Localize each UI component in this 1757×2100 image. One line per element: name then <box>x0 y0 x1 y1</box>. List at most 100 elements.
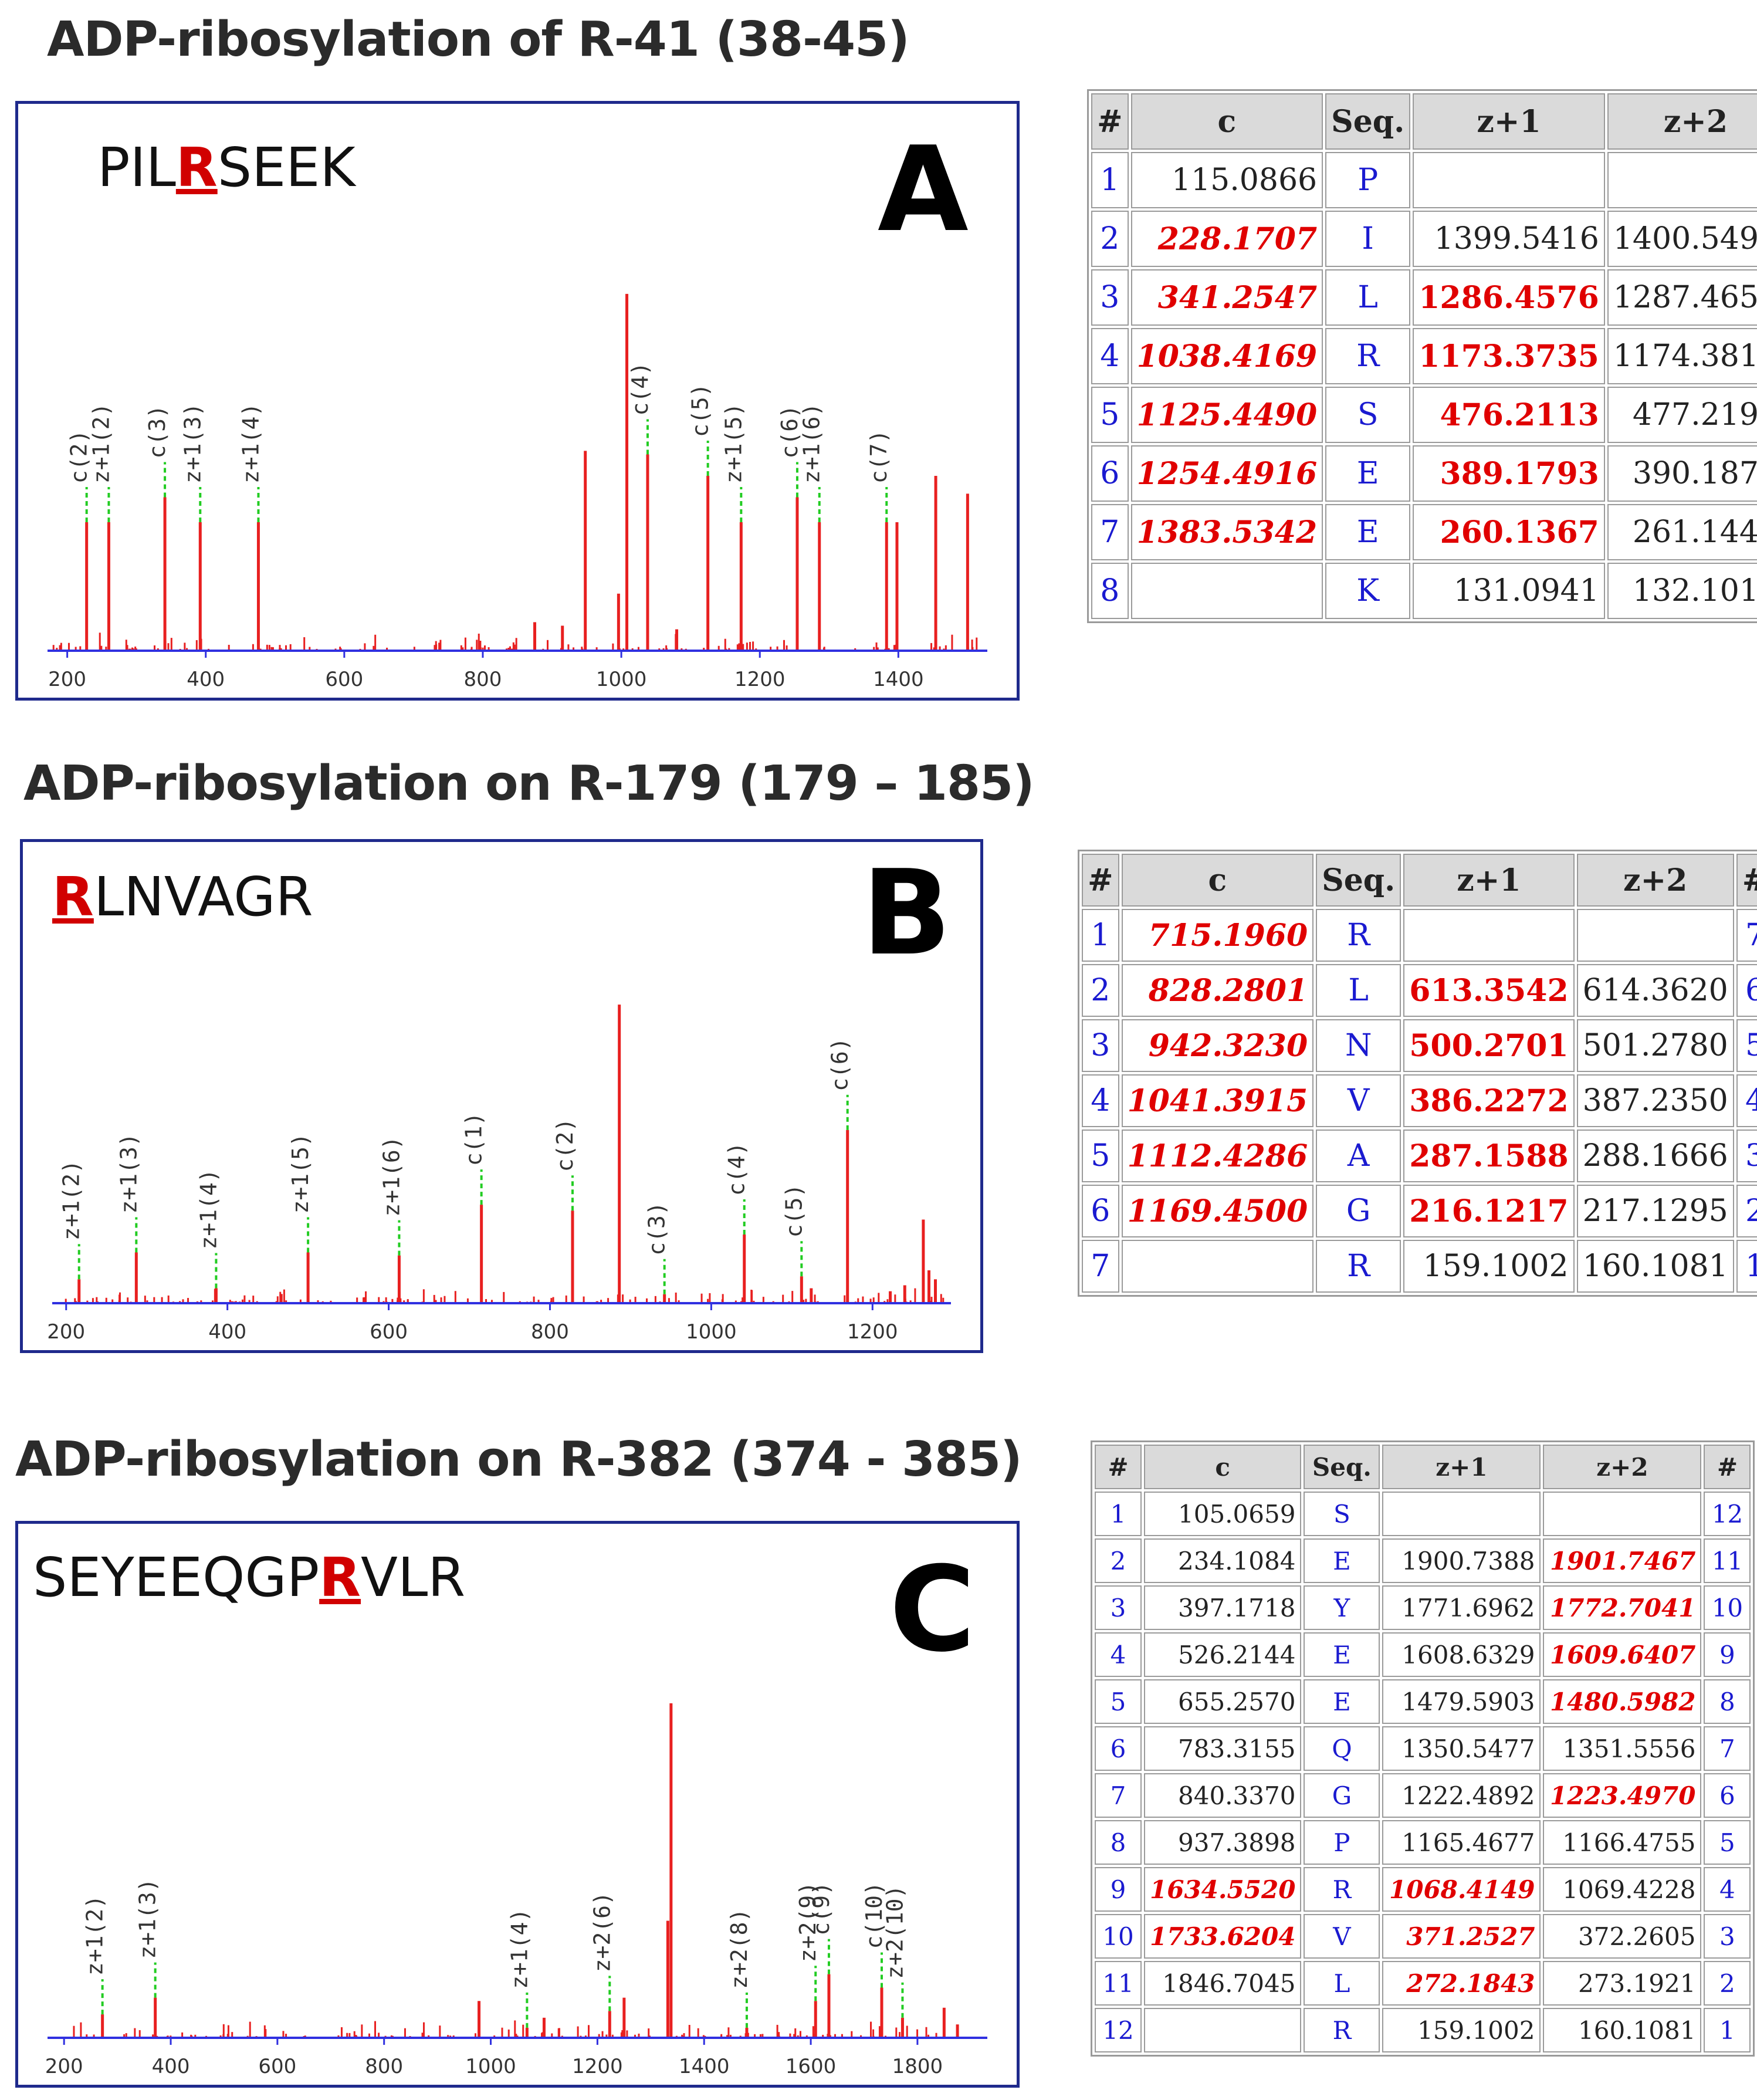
table-cell: N <box>1316 1019 1401 1072</box>
table-cell: S <box>1325 387 1411 443</box>
table-cell: 1400.5495 <box>1607 211 1757 267</box>
x-tick-label: 200 <box>48 668 86 691</box>
panel-b-letter: B <box>862 845 952 982</box>
panel-b-title: ADP-ribosylation on R-179 (179 – 185) <box>23 756 1035 811</box>
table-cell: 7 <box>1082 1240 1119 1293</box>
peak-label: z+1(6) <box>799 403 825 483</box>
table-cell: 1068.4149 <box>1382 1867 1541 1912</box>
table-cell: 2 <box>1736 1185 1757 1237</box>
panel-a-spectrum: PILRSEEK A c(2) z+1(2) c(3) z+1(3) z+1(4) c(4… <box>15 101 1020 701</box>
table-cell: P <box>1325 152 1411 208</box>
table-cell: G <box>1316 1185 1401 1237</box>
x-tick-label: 600 <box>258 2055 296 2078</box>
table-row: 1 105.0659 S 12 <box>1095 1492 1751 1536</box>
table-cell <box>1121 1240 1314 1293</box>
table-cell: 1399.5416 <box>1413 211 1605 267</box>
panel-a-title: ADP-ribosylation of R-41 (38-45) <box>47 12 910 67</box>
table-cell: 1 <box>1736 1240 1757 1293</box>
x-tick-label: 400 <box>208 1320 246 1344</box>
peak-label: z+1(2) <box>82 1895 108 1976</box>
table-header: # <box>1736 854 1757 907</box>
table-cell: 477.2191 <box>1607 387 1757 443</box>
table-header: z+2 <box>1576 854 1734 907</box>
table-cell: 3 <box>1082 1019 1119 1072</box>
table-cell: 386.2272 <box>1403 1074 1575 1127</box>
panel-a-chart: c(2)z+1(2) c(3) z+1(3) z+1(4) c(4) c(5) z+1(5)… <box>48 293 987 691</box>
peak-label: c(3) <box>644 1202 670 1256</box>
table-cell: 614.3620 <box>1576 964 1734 1017</box>
table-cell: R <box>1316 909 1401 962</box>
table-row: 3 397.1718 Y 1771.6962 1772.7041 10 <box>1095 1585 1751 1630</box>
table-header: z+2 <box>1607 93 1757 150</box>
table-cell: R <box>1304 2008 1380 2052</box>
table-row: 10 1733.6204 V 371.2527 372.2605 3 <box>1095 1914 1751 1959</box>
peak-label: z+2(9) <box>795 1882 821 1962</box>
table-cell: 6 <box>1091 445 1129 502</box>
table-header: z+1 <box>1403 854 1575 907</box>
modified-residue: R <box>175 136 218 199</box>
table-cell: 1038.4169 <box>1130 328 1323 384</box>
table-cell: 613.3542 <box>1403 964 1575 1017</box>
table-cell: 3 <box>1091 269 1129 326</box>
table-cell: 9 <box>1704 1632 1751 1677</box>
table-row: 7 R 159.1002 160.1081 1 <box>1082 1240 1757 1293</box>
panel-a-sequence: PILRSEEK <box>97 136 356 199</box>
x-tick-label: 1400 <box>873 668 924 691</box>
peak-label: z+2(6) <box>589 1892 615 1972</box>
peak-label: c(3) <box>144 405 170 459</box>
table-cell: 476.2113 <box>1413 387 1605 443</box>
table-cell: 261.1445 <box>1607 504 1757 560</box>
table-cell: 387.2350 <box>1576 1074 1734 1127</box>
panel-c-chart: z+1(2) z+1(3) z+1(4) z+2(6) z+2(8) z+2(9)c(9)… <box>45 1703 987 2078</box>
peak-label: z+2(10) <box>882 1885 908 1979</box>
table-cell: 1480.5982 <box>1543 1679 1702 1724</box>
table-cell: E <box>1325 445 1411 502</box>
table-cell: E <box>1304 1538 1380 1583</box>
x-tick-label: 1200 <box>734 668 786 691</box>
table-cell: 2 <box>1704 1961 1751 2006</box>
table-cell: 1 <box>1091 152 1129 208</box>
table-cell: 5 <box>1736 1019 1757 1072</box>
table-cell: 7 <box>1091 504 1129 560</box>
table-cell: 6 <box>1082 1185 1119 1237</box>
table-header: # <box>1704 1445 1751 1489</box>
table-cell: 1609.6407 <box>1543 1632 1702 1677</box>
table-cell: 501.2780 <box>1576 1019 1734 1072</box>
modified-residue: R <box>52 865 94 928</box>
table-cell <box>1403 909 1575 962</box>
table-cell: 3 <box>1736 1130 1757 1182</box>
table-cell: 115.0866 <box>1130 152 1323 208</box>
table-cell: 1069.4228 <box>1543 1867 1702 1912</box>
table-header: z+1 <box>1413 93 1605 150</box>
table-row: 9 1634.5520 R 1068.4149 1069.4228 4 <box>1095 1867 1751 1912</box>
x-tick-label: 200 <box>45 2055 83 2078</box>
table-cell: 840.3370 <box>1144 1773 1302 1818</box>
table-cell: I <box>1325 211 1411 267</box>
x-tick-label: 1200 <box>572 2055 623 2078</box>
table-cell: 1174.3813 <box>1607 328 1757 384</box>
peak-label: z+1(3) <box>135 1878 161 1959</box>
x-tick-label: 1000 <box>686 1320 737 1344</box>
table-cell: 131.0941 <box>1413 563 1605 619</box>
table-cell: 6 <box>1704 1773 1751 1818</box>
table-cell: 3 <box>1095 1585 1142 1630</box>
peak-label: z+1(5) <box>287 1133 313 1213</box>
x-tick-label: 800 <box>531 1320 569 1344</box>
table-cell <box>1413 152 1605 208</box>
table-cell: 397.1718 <box>1144 1585 1302 1630</box>
table-cell: 1169.4500 <box>1121 1185 1314 1237</box>
table-cell: 160.1081 <box>1543 2008 1702 2052</box>
table-header: c <box>1144 1445 1302 1489</box>
peak-label: c(5) <box>781 1184 807 1238</box>
table-row: 2 234.1084 E 1900.7388 1901.7467 11 <box>1095 1538 1751 1583</box>
table-cell: 1771.6962 <box>1382 1585 1541 1630</box>
table-cell: V <box>1304 1914 1380 1959</box>
table-cell: 132.1019 <box>1607 563 1757 619</box>
table-cell: 288.1666 <box>1576 1130 1734 1182</box>
